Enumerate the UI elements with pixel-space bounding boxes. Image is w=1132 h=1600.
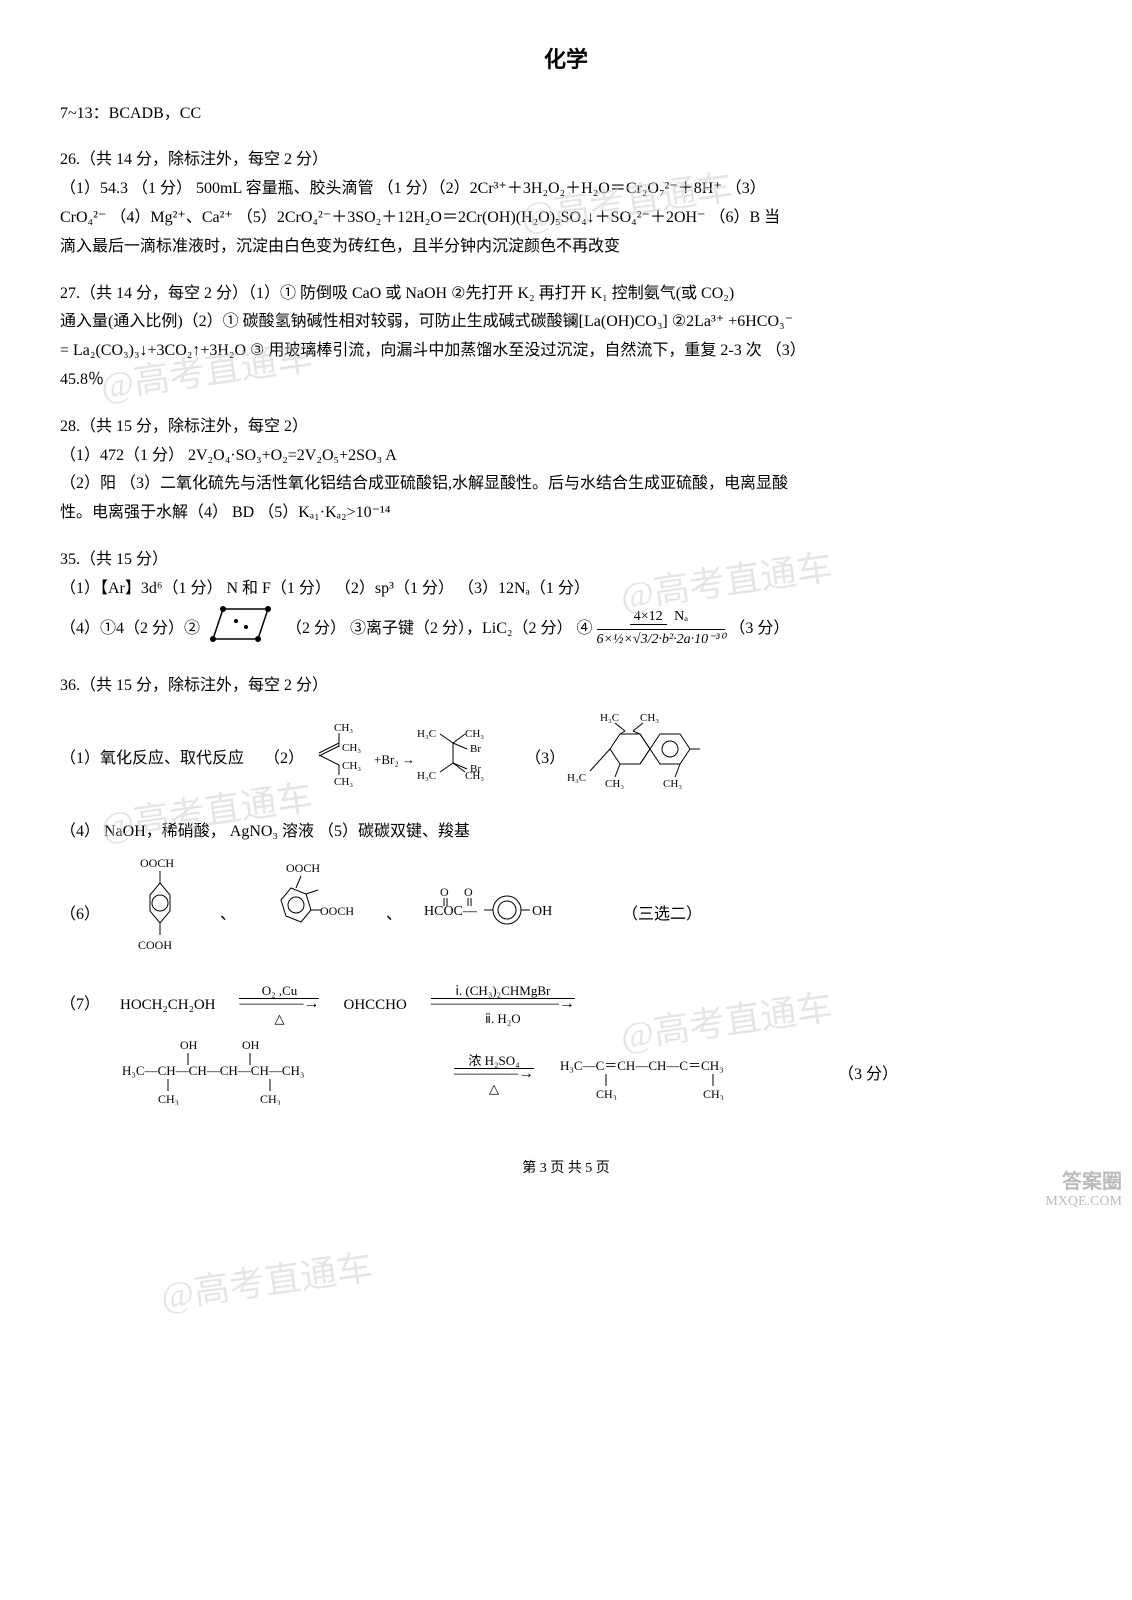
q36-p7-text1: HOCH₂CH₂OH bbox=[120, 992, 215, 1019]
q27-line4: 45.8％ bbox=[60, 366, 1072, 395]
q26-p1: （1）54.3 （1 分） 500mL 容量瓶、胶头滴管 （1 分）（2） bbox=[60, 180, 470, 197]
page-title: 化学 bbox=[60, 40, 1072, 80]
q36-p6-struct3: HCOC― O O OH bbox=[422, 880, 602, 951]
q36-p7-reactant: OH OH H₃C―CH―CH―CH―CH―CH₃ CH₃ CH₃ bbox=[120, 1035, 430, 1116]
svg-text:O: O bbox=[440, 885, 449, 899]
svg-text:CH₃: CH₃ bbox=[158, 1092, 179, 1105]
q28-line2: （2）阳 （3）二氧化硫先与活性氧化铝结合成亚硫酸铝,水解显酸性。后与水结合生成… bbox=[60, 470, 1072, 499]
fraction-top-num: 4×12 bbox=[630, 609, 667, 625]
q35-line2c: （3 分） bbox=[729, 620, 789, 637]
q36-p7-score: （3 分） bbox=[838, 1061, 898, 1090]
q36-header: 36.（共 15 分，除标注外，每空 2 分） bbox=[60, 672, 1072, 701]
svg-text:H₃C―C＝CH―CH―C＝CH₃: H₃C―C＝CH―CH―C＝CH₃ bbox=[560, 1058, 724, 1073]
q35-header: 35.（共 15 分） bbox=[60, 546, 1072, 575]
svg-text:CH₃: CH₃ bbox=[334, 722, 353, 734]
q35-fraction: 4×12 Nₐ 6×½×√3/2·b²·2a·10⁻³⁰ bbox=[597, 609, 726, 648]
q27-line1: 27.（共 14 分，每空 2 分）（1）① 防倒吸 CaO 或 NaOH ②先… bbox=[60, 280, 1072, 309]
svg-text:CH₃: CH₃ bbox=[342, 760, 361, 772]
q36-p3-structure: H₃C CH₃ H₃C CH₃ bbox=[565, 709, 705, 810]
svg-text:OOCH: OOCH bbox=[140, 856, 174, 870]
parallelogram-diagram bbox=[208, 604, 278, 655]
corner-line2: MXQE.COM bbox=[1045, 1194, 1122, 1211]
q36-p3-label: （3） bbox=[525, 745, 565, 774]
svg-text:OH: OH bbox=[180, 1038, 198, 1052]
q36-p6-struct2: OOCH OOCH bbox=[256, 860, 366, 971]
fraction-denominator: 6×½×√3/2·b²·2a·10⁻³⁰ bbox=[597, 629, 726, 649]
svg-text:OH: OH bbox=[532, 904, 552, 919]
corner-watermark: 答案圈 MXQE.COM bbox=[1045, 1170, 1122, 1211]
q36-p6-struct1: OOCH COOH bbox=[120, 855, 200, 976]
watermark: @高考直通车 bbox=[157, 1235, 377, 1329]
arrow-h2so4: 浓 H₂SO₄ ――――→ △ bbox=[454, 1054, 534, 1097]
q26-line3: 滴入最后一滴标准液时，沉淀由白色变为砖红色，且半分钟内沉淀颜色不再改变 bbox=[60, 233, 1072, 262]
q36-p6-note: （三选二） bbox=[622, 901, 702, 930]
svg-text:H₃C―CH―CH―CH―CH―CH₃: H₃C―CH―CH―CH―CH―CH₃ bbox=[122, 1063, 304, 1078]
svg-text:H₃C: H₃C bbox=[417, 728, 436, 740]
q36-p4: （4） NaOH，稀硝酸， AgNO₃ 溶液 （5）碳碳双键、羧基 bbox=[60, 818, 1072, 847]
q36-p2-reactant: CH₃ CH₃ CH₃ CH₃ bbox=[304, 719, 374, 800]
question-35: 35.（共 15 分） （1）【Ar】3d⁶（1 分） N 和 F（1 分） （… bbox=[60, 546, 1072, 654]
q36-p3: （3） H₃C CH₃ H₃C bbox=[525, 709, 705, 810]
question-26: 26.（共 14 分，除标注外，每空 2 分） （1）54.3 （1 分） 50… bbox=[60, 146, 1072, 261]
svg-text:CH₃: CH₃ bbox=[703, 1087, 724, 1100]
q36-p2-label: （2） bbox=[264, 745, 304, 774]
svg-text:CH₃: CH₃ bbox=[334, 776, 353, 788]
q36-p7-label: （7） bbox=[60, 991, 100, 1020]
svg-text:CH₃: CH₃ bbox=[465, 770, 484, 782]
question-36: 36.（共 15 分，除标注外，每空 2 分） （1）氧化反应、取代反应 （2）… bbox=[60, 672, 1072, 1115]
svg-text:CH₃: CH₃ bbox=[465, 728, 484, 740]
question-28: 28.（共 15 分，除标注外，每空 2） （1）472（1 分） 2V₂O₄·… bbox=[60, 413, 1072, 528]
q26-eq1: 2Cr³⁺＋3H₂O₂＋H₂O＝Cr₂O₇²⁻＋8H⁺ bbox=[470, 180, 722, 197]
mcq-answers: 7~13：BCADB，CC bbox=[60, 100, 1072, 129]
svg-text:CH₃: CH₃ bbox=[260, 1092, 281, 1105]
q26-p3: （3） bbox=[722, 180, 766, 197]
svg-text:H₃C: H₃C bbox=[567, 772, 586, 784]
q26-line2: CrO₄²⁻ （4）Mg²⁺、Ca²⁺ （5）2CrO₄²⁻＋3SO₂＋12H₂… bbox=[60, 204, 1072, 233]
plus-br2: +Br₂ → bbox=[374, 748, 415, 771]
arrow-grignard: ⅰ. (CH₃)₂CHMgBr ――――――――→ ⅱ. H₂O bbox=[431, 984, 575, 1027]
q36-row-7b: OH OH H₃C―CH―CH―CH―CH―CH₃ CH₃ CH₃ 浓 H₂SO… bbox=[120, 1035, 1072, 1116]
q27-line2: 通入量(通入比例)（2）① 碳酸氢钠碱性相对较弱，可防止生成碱式碳酸镧[La(O… bbox=[60, 308, 1072, 337]
q26-line1: （1）54.3 （1 分） 500mL 容量瓶、胶头滴管 （1 分）（2）2Cr… bbox=[60, 175, 1072, 204]
separator: 、 bbox=[220, 901, 236, 930]
svg-text:H₃C: H₃C bbox=[417, 770, 436, 782]
svg-text:CH₃: CH₃ bbox=[605, 778, 624, 790]
q35-line2b: （2 分） ③离子键（2 分），LiC₂（2 分） ④ bbox=[286, 620, 592, 637]
svg-text:H₃C: H₃C bbox=[600, 712, 619, 724]
corner-line1: 答案圈 bbox=[1045, 1170, 1122, 1194]
q26-header: 26.（共 14 分，除标注外，每空 2 分） bbox=[60, 146, 1072, 175]
separator: 、 bbox=[386, 901, 402, 930]
question-27: 27.（共 14 分，每空 2 分）（1）① 防倒吸 CaO 或 NaOH ②先… bbox=[60, 280, 1072, 395]
svg-text:OOCH: OOCH bbox=[286, 861, 320, 875]
q35-line1: （1）【Ar】3d⁶（1 分） N 和 F（1 分） （2）sp³（1 分） （… bbox=[60, 575, 1072, 604]
q27-line3: = La₂(CO₃)₃↓+3CO₂↑+3H₂O ③ 用玻璃棒引流，向漏斗中加蒸馏… bbox=[60, 337, 1072, 366]
svg-text:HCOC―: HCOC― bbox=[424, 904, 478, 919]
svg-text:CH₃: CH₃ bbox=[663, 778, 682, 790]
q28-line3: 性。电离强于水解（4） BD （5）Kₐ₁·Kₐ₂>10⁻¹⁴ bbox=[60, 499, 1072, 528]
q28-header: 28.（共 15 分，除标注外，每空 2） bbox=[60, 413, 1072, 442]
q36-row1: （1）氧化反应、取代反应 （2） CH₃ CH₃ CH₃ CH₃ +Br₂ → bbox=[60, 709, 1072, 810]
svg-text:CH₃: CH₃ bbox=[640, 712, 659, 724]
svg-text:OOCH: OOCH bbox=[320, 904, 354, 918]
svg-text:O: O bbox=[464, 885, 473, 899]
q36-row-6: （6） OOCH COOH 、 OOCH OOCH 、 bbox=[60, 855, 1072, 976]
arrow-o2cu: O₂ ,Cu ――――→ △ bbox=[239, 984, 319, 1027]
svg-text:CH₃: CH₃ bbox=[342, 742, 361, 754]
svg-text:Br: Br bbox=[470, 743, 481, 755]
q36-p6-label: （6） bbox=[60, 901, 100, 930]
q28-line1: （1）472（1 分） 2V₂O₄·SO₃+O₂=2V₂O₅+2SO₃ A bbox=[60, 442, 1072, 471]
q36-p7-product: H₃C―C＝CH―CH―C＝CH₃ CH₃ CH₃ bbox=[558, 1040, 818, 1111]
q36-p7-text2: OHCCHO bbox=[343, 992, 406, 1019]
q35-line2a: （4）①4（2 分）② bbox=[60, 620, 200, 637]
q36-row-7a: （7） HOCH₂CH₂OH O₂ ,Cu ――――→ △ OHCCHO ⅰ. … bbox=[60, 984, 1072, 1027]
page-footer: 第 3 页 共 5 页 bbox=[60, 1156, 1072, 1181]
svg-text:CH₃: CH₃ bbox=[596, 1087, 617, 1100]
q36-p1: （1）氧化反应、取代反应 bbox=[60, 745, 244, 774]
q36-p2: （2） CH₃ CH₃ CH₃ CH₃ +Br₂ → H bbox=[264, 719, 505, 800]
fraction-top-den: Nₐ bbox=[670, 609, 692, 624]
q36-p2-product: H₃C CH₃ Br Br H₃C CH₃ bbox=[415, 719, 505, 800]
svg-text:COOH: COOH bbox=[138, 938, 172, 952]
q35-line2: （4）①4（2 分）② （2 分） ③离子键（2 分），LiC₂（2 分） ④ … bbox=[60, 604, 1072, 655]
svg-text:OH: OH bbox=[242, 1038, 260, 1052]
